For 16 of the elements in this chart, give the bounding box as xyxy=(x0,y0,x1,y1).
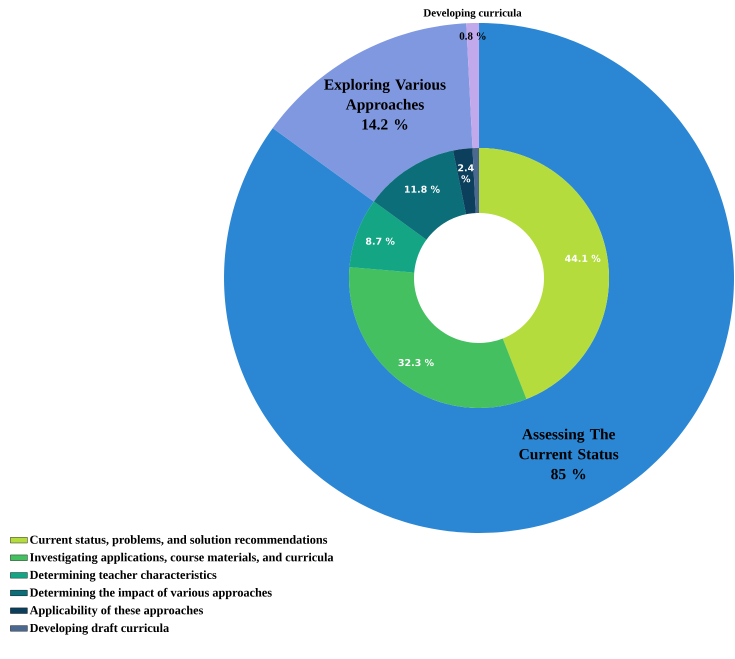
data-label: 85 % xyxy=(551,468,586,480)
data-label: 11.8 % xyxy=(404,186,440,193)
slice-label: Developing curricula xyxy=(424,8,522,19)
legend-label: Determining the impact of various approaches xyxy=(30,588,272,600)
data-label: 8.7 % xyxy=(366,238,395,245)
legend-label: Applicability of these approaches xyxy=(30,606,204,617)
data-label: 32.3 % xyxy=(398,359,434,366)
legend-label: Current status, problems, and solution recommendations xyxy=(30,535,328,546)
legend-label: Determining teacher characteristics xyxy=(30,570,216,582)
data-label: 44.1 % xyxy=(565,254,600,262)
data-label: 2.4 % xyxy=(458,164,474,182)
slice-label: Exploring Various Approaches xyxy=(324,78,446,113)
data-label: 14.2 % xyxy=(362,119,408,130)
legend-label: Developing draft curricula xyxy=(30,623,169,635)
slice-label: Assessing The Current Status xyxy=(519,428,618,460)
legend-label: Investigating applications, course materials, and curricula xyxy=(30,552,334,564)
